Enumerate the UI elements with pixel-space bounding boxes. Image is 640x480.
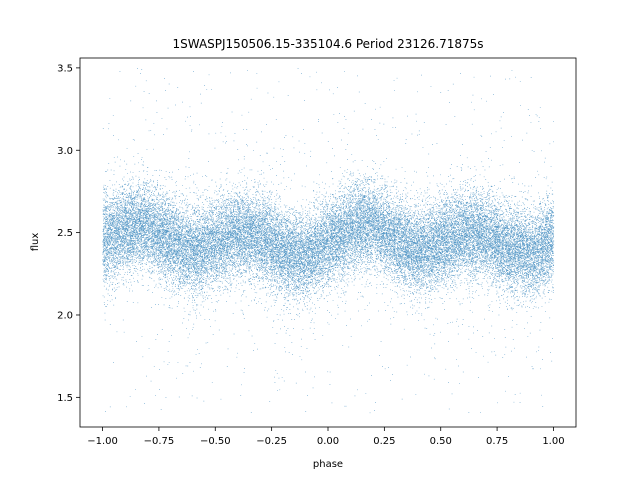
chart-title: 1SWASPJ150506.15-335104.6 Period 23126.7… — [172, 37, 483, 51]
y-tick-label: 1.5 — [57, 393, 73, 404]
y-tick-label: 2.5 — [57, 228, 73, 239]
x-tick-label: 1.00 — [542, 436, 564, 447]
x-tick-label: −0.75 — [144, 436, 175, 447]
y-tick-label: 3.5 — [57, 63, 73, 74]
y-axis: 1.5 2.0 2.5 3.0 3.5 — [57, 63, 80, 404]
x-tick-label: 0.25 — [373, 436, 395, 447]
x-axis-label: phase — [313, 459, 343, 470]
x-tick-label: 0.75 — [486, 436, 508, 447]
x-tick-label: −1.00 — [87, 436, 118, 447]
x-tick-label: 0.50 — [430, 436, 452, 447]
x-tick-label: −0.50 — [200, 436, 231, 447]
x-tick-label: −0.25 — [256, 436, 287, 447]
y-axis-label: flux — [30, 233, 41, 252]
scatter-points — [102, 68, 555, 414]
plot-area — [80, 58, 576, 427]
x-tick-label: 0.00 — [317, 436, 339, 447]
data-points — [102, 68, 555, 414]
x-axis: −1.00 −0.75 −0.50 −0.25 0.00 0.25 0.50 0.75 1.00 — [87, 427, 565, 447]
y-tick-label: 2.0 — [57, 310, 73, 321]
y-tick-label: 3.0 — [57, 146, 73, 157]
